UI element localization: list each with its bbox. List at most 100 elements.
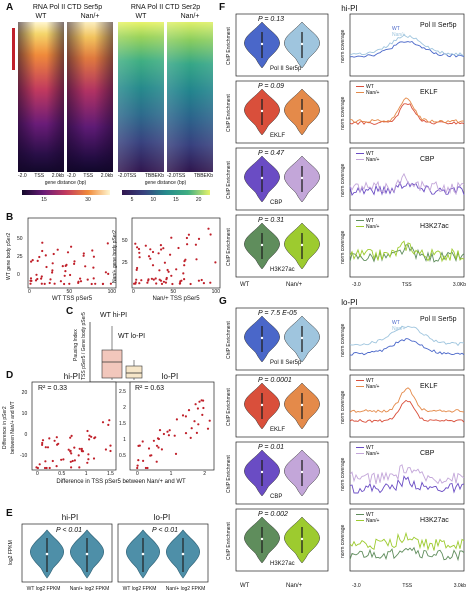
a-xticks-nan-ser5: -2.0 TSS 2.0kb: [67, 173, 113, 179]
f-mark-name-2: CBP: [270, 200, 283, 206]
b-point: [86, 278, 89, 281]
d-point: [78, 466, 81, 469]
b-point: [38, 255, 41, 259]
b-point: [159, 244, 162, 247]
b-point: [56, 248, 59, 251]
d-r2-hi: R² = 0.33: [38, 385, 67, 392]
b-point: [187, 233, 190, 236]
c-ylabel-1: Pausing Index: [73, 329, 79, 361]
b-point: [147, 279, 150, 282]
d-ylabel-1: Difference in pSer2: [2, 406, 8, 450]
b-point: [59, 280, 63, 283]
b-point: [165, 278, 168, 281]
d-point: [206, 427, 210, 430]
f-pvalue-2: P = 0.47: [258, 150, 285, 157]
d-yticks-lo: 2.5 2 1.5 1 0.5: [119, 389, 126, 459]
g-legend-2: WT Nan/+: [356, 445, 379, 457]
b-point: [157, 252, 160, 255]
b-point: [182, 272, 185, 275]
b-point: [177, 246, 180, 250]
d-point: [51, 459, 54, 463]
d-point: [109, 444, 112, 447]
b-point: [79, 277, 82, 280]
a-col-nan-2: Nan/+: [180, 13, 200, 20]
d-point: [86, 429, 89, 433]
b-point: [169, 253, 172, 256]
d-point: [67, 448, 70, 451]
b-point: [195, 258, 198, 261]
b-point: [151, 250, 155, 254]
a-col-wt-2: WT: [135, 13, 147, 20]
f-legend-1: WT Nan/+: [356, 84, 379, 96]
e-xlabels-lo: WT log2 FPKM Nan/+ log2 FPKM: [122, 586, 206, 592]
d-point: [109, 449, 112, 453]
b-point: [90, 282, 93, 286]
g-violin-0: [235, 307, 329, 371]
b-point: [180, 279, 183, 282]
b-point: [154, 277, 157, 280]
b-point: [175, 268, 178, 271]
g-cov-ylabel-1: norm coverage: [340, 390, 346, 424]
d-point: [45, 466, 48, 470]
a-xticks-wt-ser5: -2.0 TSS 2.0kb: [18, 173, 64, 179]
e-xlabels-hi: WT log2 FPKM Nan/+ log2 FPKM: [26, 586, 110, 592]
d-point: [62, 458, 65, 461]
d-point: [78, 447, 81, 450]
f-legend-0: WT Nan/+: [392, 26, 406, 38]
b-point: [53, 282, 56, 285]
b-point: [84, 265, 87, 268]
b-point: [69, 273, 72, 277]
d-point: [173, 434, 176, 437]
d-point: [155, 460, 158, 463]
b-point: [164, 281, 167, 284]
b-scatter-right: [131, 217, 221, 289]
coverage-nan: [349, 240, 465, 263]
f-ylabel-0: ChIP Enrichment: [226, 27, 232, 65]
panel-letter-a: A: [6, 2, 14, 13]
d-point: [187, 409, 191, 412]
d-point: [141, 440, 144, 443]
coverage-wt: [349, 180, 465, 196]
d-point: [184, 415, 187, 418]
b-point: [51, 262, 54, 265]
d-point: [168, 429, 171, 432]
coverage-wt: [349, 399, 465, 423]
b-left-ylabel: WT gene body pSer2: [6, 232, 12, 280]
b-point: [51, 271, 54, 274]
g-mark-name-2: CBP: [270, 494, 283, 500]
b-point: [134, 242, 137, 245]
a-xticks-wt-ser2: -2.0TSS TBBEKb: [118, 173, 164, 179]
a-heatmap-wt-ser2: [118, 22, 164, 172]
b-point: [94, 282, 97, 285]
b-point: [136, 246, 139, 249]
d-point: [69, 450, 72, 453]
f-coverage-2: [349, 147, 465, 211]
d-point: [44, 446, 47, 449]
e-title-lo: lo-PI: [153, 513, 171, 522]
b-point: [167, 270, 170, 273]
d-r2-lo: R² = 0.63: [135, 385, 164, 392]
d-title-hi: hi-PI: [63, 372, 81, 381]
d-point: [208, 419, 211, 422]
b-point: [162, 280, 165, 283]
b-point: [214, 261, 217, 264]
coverage-nan: [349, 464, 465, 485]
b-point: [36, 277, 39, 281]
f-violin-3: [235, 214, 329, 278]
d-point: [53, 439, 56, 442]
b-point: [202, 282, 205, 285]
c-label-hi: WT hi-PI: [100, 312, 128, 319]
d-point: [136, 466, 139, 470]
e-title-hi: hi-PI: [61, 513, 79, 522]
f-coverage-3: [349, 214, 465, 278]
d-point: [38, 463, 41, 466]
b-point: [73, 260, 76, 263]
f-xticks: -3.0 TSS 3.0Kb: [352, 282, 466, 288]
a-hi-pi-marker-bar: [12, 28, 15, 70]
d-point: [194, 403, 197, 406]
b-point: [209, 233, 212, 236]
panel-letter-b: B: [6, 212, 14, 223]
b-point: [135, 278, 138, 281]
b-point: [183, 278, 186, 281]
b-point: [73, 262, 76, 265]
